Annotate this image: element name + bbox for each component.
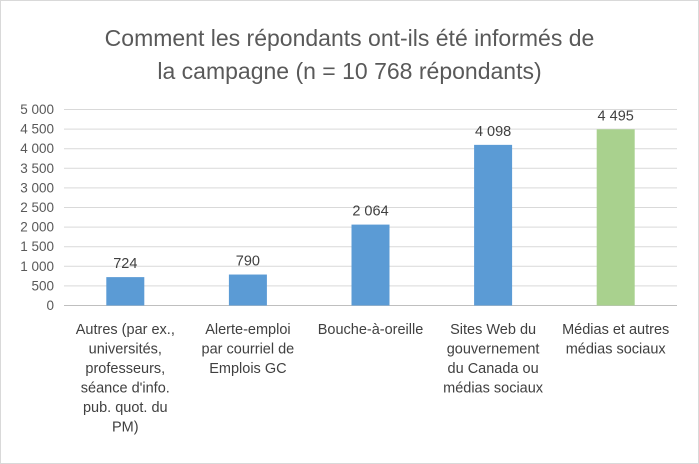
data-label: 4 495: [598, 108, 634, 124]
category-label-line: pub. quot. du: [83, 400, 168, 416]
category-labels: Autres (par ex., universités, professeurs,…: [76, 322, 670, 436]
category-label-line: séance d'info.: [81, 381, 170, 397]
category-label: Médias et autres médias sociaux: [562, 322, 669, 358]
category-label-line: par courriel de: [202, 342, 295, 358]
category-label-line: PM): [112, 420, 139, 436]
y-tick-label: 5 000: [20, 102, 54, 117]
bar: [106, 277, 145, 306]
y-axis-ticks: 0 500 1 000 1 500 2 000 2 500 3 000 3 500 4 000 4…: [20, 102, 54, 313]
chart-title: Comment les répondants ont-ils été infor…: [0, 22, 699, 88]
category-label: Autres (par ex., universités, professeurs,…: [76, 322, 175, 436]
category-label: Bouche-à-oreille: [318, 322, 424, 338]
y-tick-label: 1 000: [20, 259, 54, 274]
category-label-line: Alerte-emploi: [205, 322, 290, 338]
y-tick-label: 2 000: [20, 220, 54, 235]
category-label: Alerte-emploi par courriel de Emplois GC: [202, 322, 295, 377]
data-label: 790: [236, 254, 260, 270]
category-label-line: professeurs,: [85, 361, 165, 377]
category-label-line: médias sociaux: [443, 381, 544, 397]
data-labels: 724 790 2 064 4 098 4 495: [113, 108, 634, 272]
y-tick-label: 500: [31, 278, 54, 293]
category-label: Sites Web du gouvernement du Canada ou médi…: [443, 322, 544, 397]
chart-title-line-2: la campagne (n = 10 768 répondants): [157, 58, 542, 84]
y-tick-label: 4 000: [20, 141, 54, 156]
category-label-line: Autres (par ex.,: [76, 322, 175, 338]
bar: [228, 274, 267, 306]
category-label-line: gouvernement: [447, 342, 540, 358]
bar: [474, 144, 513, 306]
y-tick-label: 4 500: [20, 122, 54, 137]
bars: [106, 129, 635, 306]
category-label-line: du Canada ou: [448, 361, 539, 377]
bar: [596, 129, 635, 306]
y-tick-label: 3 500: [20, 161, 54, 176]
category-label-line: universités,: [89, 342, 162, 358]
category-label-line: Bouche-à-oreille: [318, 322, 424, 338]
bar: [351, 224, 390, 306]
category-label-line: Emplois GC: [209, 361, 286, 377]
y-tick-label: 0: [46, 298, 54, 313]
category-label-line: Médias et autres: [562, 322, 669, 338]
y-tick-label: 2 500: [20, 200, 54, 215]
data-label: 724: [113, 256, 137, 272]
category-label-line: Sites Web du: [450, 322, 536, 338]
y-tick-label: 1 500: [20, 239, 54, 254]
data-label: 4 098: [475, 124, 511, 140]
y-tick-label: 3 000: [20, 180, 54, 195]
chart-title-line-1: Comment les répondants ont-ils été infor…: [104, 25, 595, 51]
data-label: 2 064: [352, 204, 388, 220]
category-label-line: médias sociaux: [566, 342, 667, 358]
